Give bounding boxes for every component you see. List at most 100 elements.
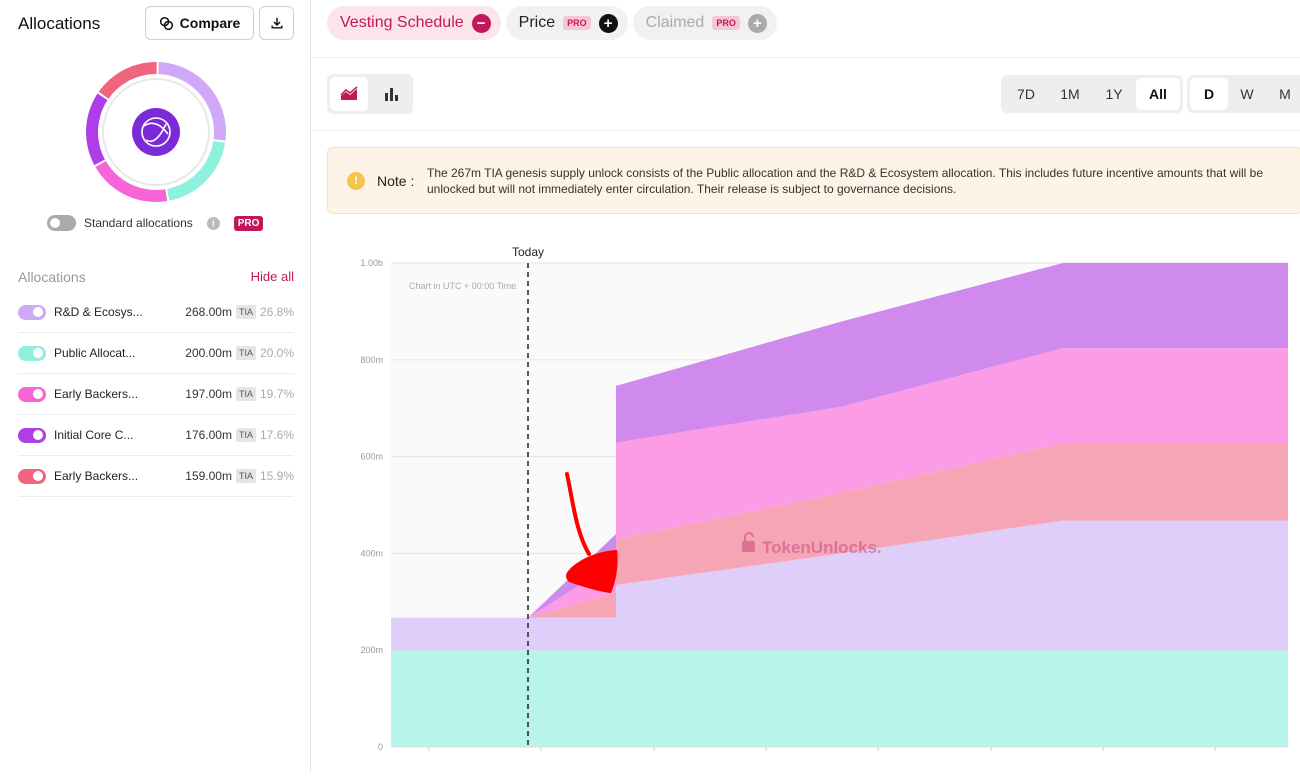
list-item[interactable]: R&D & Ecosys... 268.00m TIA 26.8% [18,292,294,333]
download-icon [270,17,283,29]
area-chart-icon [340,86,358,100]
allocations-list-header: Allocations Hide all [18,269,294,285]
lock-icon [742,541,755,552]
series-area[interactable] [391,650,1288,747]
allocation-amount: 200.00m [185,346,232,360]
token-badge: TIA [235,346,256,360]
divider [311,57,1300,58]
note-text: The 267m TIA genesis supply unlock consi… [427,166,1263,196]
y-tick-label: 1.00b [360,258,383,268]
area-chart-button[interactable] [330,77,368,111]
add-icon[interactable]: + [747,13,767,33]
red-arrow-annotation [565,472,591,556]
donut-slice[interactable] [167,140,226,201]
range-all-button[interactable]: All [1136,78,1180,110]
standard-allocations-label: Standard allocations [84,216,193,230]
chart-type-toggle [327,74,413,114]
allocations-sidebar: Allocations Compare Standard allocations… [0,0,311,773]
donut-slice[interactable] [95,161,168,202]
series-area[interactable] [391,520,1288,651]
interval-week-button[interactable]: W [1240,86,1254,102]
tab-label: Claimed [645,14,705,31]
tab-label: Vesting Schedule [340,14,464,31]
series-area[interactable] [391,443,1288,618]
pro-badge: PRO [563,16,591,30]
interval-selector: D W M [1187,75,1300,113]
allocation-percent: 20.0% [260,346,295,360]
pro-badge: PRO [233,215,264,231]
remove-icon[interactable]: − [471,13,491,33]
celestia-logo-icon [132,108,180,156]
series-area[interactable] [391,263,1288,618]
token-badge: TIA [235,305,256,319]
range-1y-button[interactable]: 1Y [1105,86,1123,102]
allocation-amount: 176.00m [185,428,232,442]
red-arrowhead-annotation [566,550,618,593]
allocation-amount: 197.00m [185,387,232,401]
allocation-percent: 15.9% [260,469,295,483]
allocation-percent: 26.8% [260,305,295,319]
y-tick-label: 400m [360,548,383,558]
sidebar-title: Allocations [18,14,101,33]
allocation-toggle[interactable] [18,468,46,484]
info-icon[interactable]: i [206,216,220,230]
allocation-amount: 159.00m [185,469,232,483]
standard-allocations-row: Standard allocations i PRO [47,215,264,231]
list-item[interactable]: Early Backers... 159.00m TIA 15.9% [18,456,294,497]
lock-shackle [744,532,754,541]
watermark-text: TokenUnlocks. [762,538,882,557]
range-1m-button[interactable]: 1M [1060,86,1080,102]
tab-price[interactable]: Price PRO + [505,6,628,40]
bar-chart-icon [385,88,398,101]
list-item[interactable]: Public Allocat... 200.00m TIA 20.0% [18,333,294,374]
warning-icon: ! [347,172,365,190]
series-area[interactable] [391,348,1288,618]
allocation-amount: 268.00m [185,305,232,319]
allocation-toggle[interactable] [18,386,46,402]
standard-allocations-toggle[interactable] [47,215,76,231]
allocation-donut [84,60,228,204]
tab-vesting-schedule[interactable]: Vesting Schedule − [327,6,501,40]
tab-label: Price [518,14,556,31]
allocation-name: Public Allocat... [54,346,136,360]
y-tick-label: 200m [360,645,383,655]
add-icon[interactable]: + [598,13,618,33]
donut-slice[interactable] [86,93,108,166]
token-badge: TIA [235,387,256,401]
allocation-percent: 17.6% [260,428,295,442]
donut-slice[interactable] [158,62,226,141]
list-item[interactable]: Initial Core C... 176.00m TIA 17.6% [18,415,294,456]
range-7d-button[interactable]: 7D [1017,86,1035,102]
pro-badge: PRO [712,16,740,30]
allocation-percent: 19.7% [260,387,295,401]
y-tick-label: 600m [360,452,383,462]
interval-month-button[interactable]: M [1279,86,1291,102]
allocations-list: R&D & Ecosys... 268.00m TIA 26.8% Public… [18,292,294,497]
interval-day-button[interactable]: D [1190,78,1228,110]
allocation-toggle[interactable] [18,427,46,443]
tab-claimed[interactable]: Claimed PRO + [632,6,777,40]
tokenunlocks-watermark: TokenUnlocks. [742,532,882,557]
allocation-name: Early Backers... [54,469,139,483]
bar-chart-button[interactable] [372,77,410,111]
timezone-note: Chart in UTC + 00:00 Time [409,281,516,291]
logo-ring [141,117,171,147]
allocation-toggle[interactable] [18,345,46,361]
today-label: Today [512,245,544,259]
compare-button[interactable]: Compare [145,6,254,40]
donut-slice[interactable] [98,62,157,99]
logo-swirl [143,122,169,143]
hide-all-link[interactable]: Hide all [250,269,294,284]
y-tick-label: 800m [360,355,383,365]
allocation-toggle[interactable] [18,304,46,320]
allocation-name: Initial Core C... [54,428,134,442]
token-badge: TIA [235,469,256,483]
token-badge: TIA [235,428,256,442]
divider [311,130,1300,131]
allocation-name: Early Backers... [54,387,139,401]
list-item[interactable]: Early Backers... 197.00m TIA 19.7% [18,374,294,415]
download-button[interactable] [259,6,294,40]
compare-label: Compare [179,15,241,31]
y-tick-label: 0 [378,742,383,752]
vesting-chart: 0 200m 400m 600m 800m 1.00b Today Chart in UTC … [311,232,1300,773]
